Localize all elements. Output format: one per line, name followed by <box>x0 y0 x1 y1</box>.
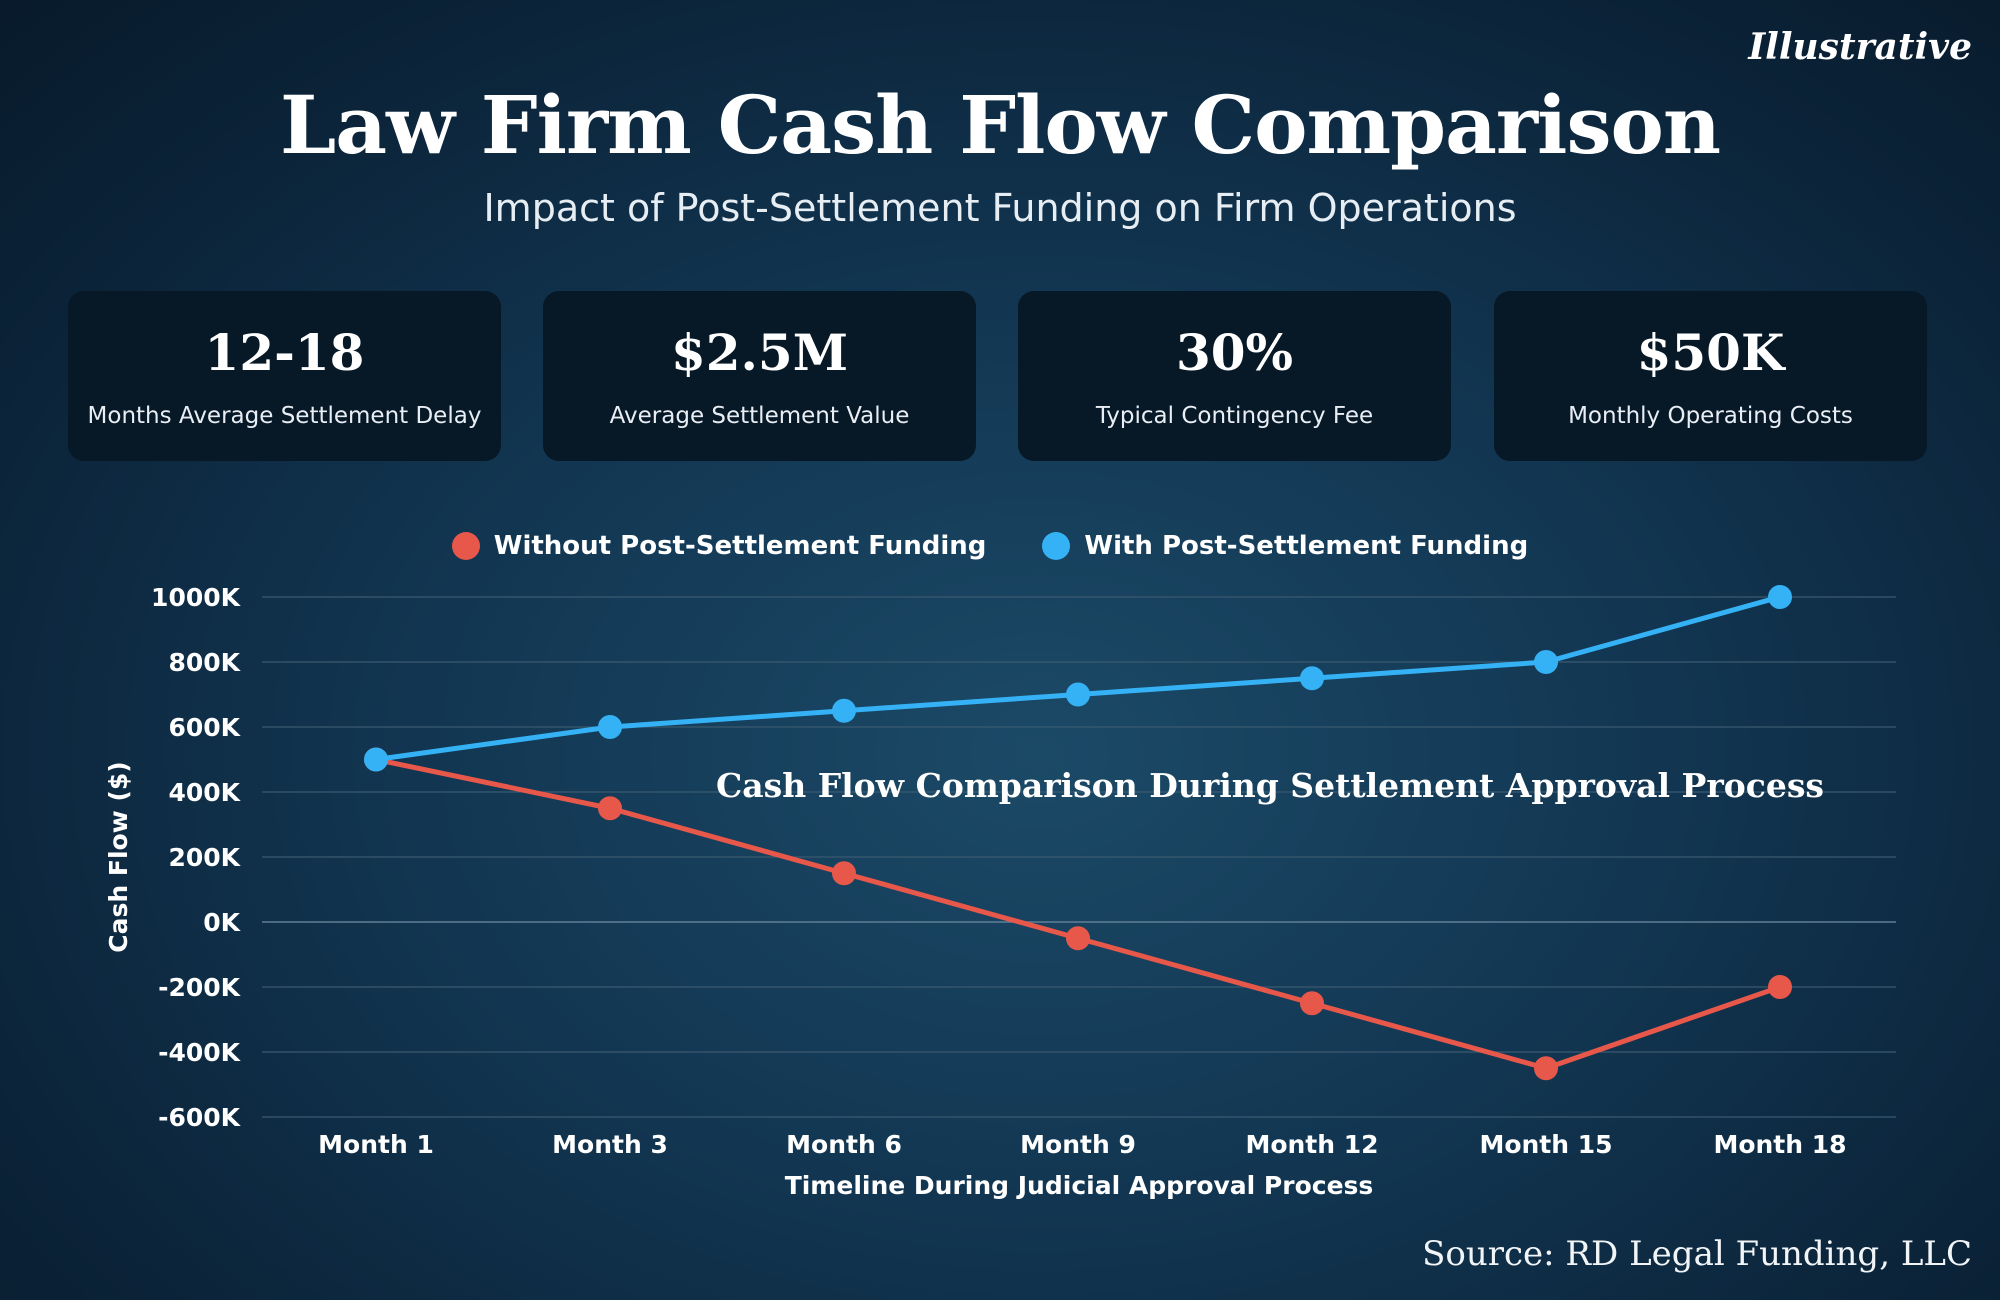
y-tick-label: 400K <box>168 778 241 807</box>
page-title: Law Firm Cash Flow Comparison <box>279 78 1721 172</box>
data-point-without <box>832 861 856 886</box>
data-point-with <box>1066 682 1090 707</box>
y-axis-title: Cash Flow ($) <box>104 761 133 952</box>
x-tick-label: Month 18 <box>1713 1130 1846 1159</box>
stat-value: $2.5M <box>670 323 849 382</box>
stat-value: 12-18 <box>204 323 365 382</box>
x-tick-label: Month 3 <box>552 1130 668 1159</box>
data-point-without <box>1768 975 1792 999</box>
y-tick-label: 200K <box>168 843 241 872</box>
legend-swatch-with <box>1042 532 1071 560</box>
chart-title: Cash Flow Comparison During Settlement A… <box>716 766 1824 805</box>
stat-card-contingency-fee: 30% Typical Contingency Fee <box>1018 291 1451 461</box>
data-point-without <box>1066 926 1090 951</box>
data-point-with <box>598 715 622 739</box>
legend-item-with[interactable]: With Post-Settlement Funding <box>1042 531 1528 561</box>
legend-label-without: Without Post-Settlement Funding <box>493 531 987 561</box>
data-point-without <box>598 796 622 821</box>
series-line-with <box>373 594 1783 762</box>
data-point-with <box>1768 585 1792 609</box>
x-tick-label: Month 12 <box>1245 1130 1378 1159</box>
data-point-with <box>1300 666 1324 691</box>
y-tick-label: 1000K <box>151 583 242 612</box>
stat-label: Months Average Settlement Delay <box>87 403 482 429</box>
legend-item-without[interactable]: Without Post-Settlement Funding <box>451 531 987 561</box>
x-axis-title: Timeline During Judicial Approval Proces… <box>785 1171 1374 1200</box>
y-tick-label: 600K <box>168 713 241 742</box>
stat-value: 30% <box>1175 323 1294 382</box>
y-tick-label: -400K <box>158 1038 242 1067</box>
y-tick-label: -200K <box>158 973 242 1002</box>
stat-cards: 12-18 Months Average Settlement Delay $2… <box>68 291 1927 461</box>
source-credit: Source: RD Legal Funding, LLC <box>1422 1234 1972 1274</box>
stat-label: Typical Contingency Fee <box>1095 403 1374 429</box>
data-point-with <box>832 698 856 723</box>
x-tick-label: Month 1 <box>318 1130 434 1159</box>
data-point-without <box>1300 991 1324 1016</box>
stat-card-settlement-delay: 12-18 Months Average Settlement Delay <box>68 291 501 461</box>
data-point-without <box>1534 1056 1558 1081</box>
stat-card-operating-costs: $50K Monthly Operating Costs <box>1494 291 1927 461</box>
y-tick-label: 0K <box>203 908 241 937</box>
x-tick-label: Month 6 <box>786 1130 902 1159</box>
stat-value: $50K <box>1636 323 1785 382</box>
x-tick-label: Month 15 <box>1479 1130 1612 1159</box>
y-tick-label: -600K <box>158 1103 242 1132</box>
stat-card-settlement-value: $2.5M Average Settlement Value <box>543 291 976 461</box>
stat-label: Average Settlement Value <box>609 403 910 429</box>
x-tick-label: Month 9 <box>1020 1130 1136 1159</box>
data-point-with <box>364 747 388 772</box>
stat-label: Monthly Operating Costs <box>1568 403 1853 429</box>
illustrative-tag: Illustrative <box>1748 26 1972 68</box>
legend-label-with: With Post-Settlement Funding <box>1084 531 1529 561</box>
legend-swatch-without <box>451 532 480 560</box>
data-point-with <box>1534 650 1558 674</box>
page-subtitle: Impact of Post-Settlement Funding on Fir… <box>483 186 1517 230</box>
y-tick-label: 800K <box>168 648 241 677</box>
series-line-without <box>373 757 1783 1071</box>
chart-legend: Without Post-Settlement Funding With Pos… <box>0 524 1990 568</box>
